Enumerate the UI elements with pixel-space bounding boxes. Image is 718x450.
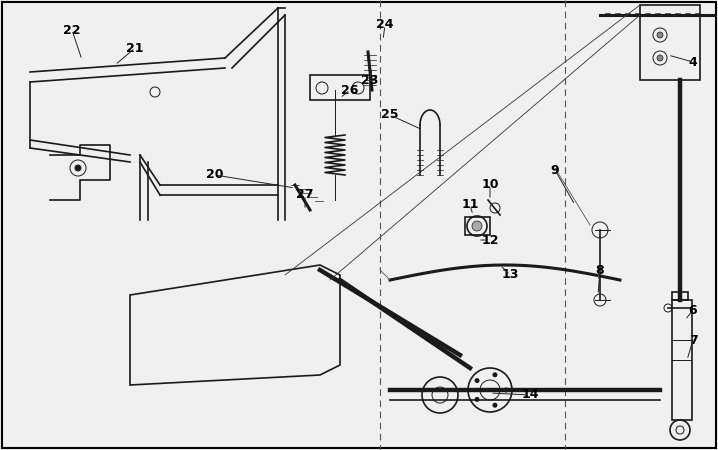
Text: 22: 22 <box>63 23 80 36</box>
Circle shape <box>493 403 498 408</box>
Circle shape <box>475 397 480 402</box>
Text: 14: 14 <box>521 388 538 401</box>
Text: 8: 8 <box>596 264 605 276</box>
Text: 4: 4 <box>689 55 697 68</box>
Text: 10: 10 <box>481 179 499 192</box>
Text: 27: 27 <box>297 189 314 202</box>
Text: 6: 6 <box>689 303 697 316</box>
Circle shape <box>472 221 482 231</box>
Circle shape <box>503 387 508 392</box>
Bar <box>672 300 692 420</box>
Text: 12: 12 <box>481 234 499 247</box>
Circle shape <box>657 55 663 61</box>
Text: 11: 11 <box>461 198 479 211</box>
Text: 20: 20 <box>206 168 224 181</box>
Text: 25: 25 <box>381 108 398 122</box>
Circle shape <box>493 372 498 377</box>
Text: 23: 23 <box>361 73 378 86</box>
Bar <box>465 217 490 235</box>
Text: 21: 21 <box>126 41 144 54</box>
Circle shape <box>75 165 81 171</box>
Circle shape <box>475 378 480 383</box>
Text: 7: 7 <box>689 333 697 346</box>
Text: 26: 26 <box>341 84 359 96</box>
Circle shape <box>657 32 663 38</box>
Text: 13: 13 <box>501 269 518 282</box>
Bar <box>672 292 688 300</box>
Text: 9: 9 <box>551 163 559 176</box>
Text: 24: 24 <box>376 18 393 32</box>
